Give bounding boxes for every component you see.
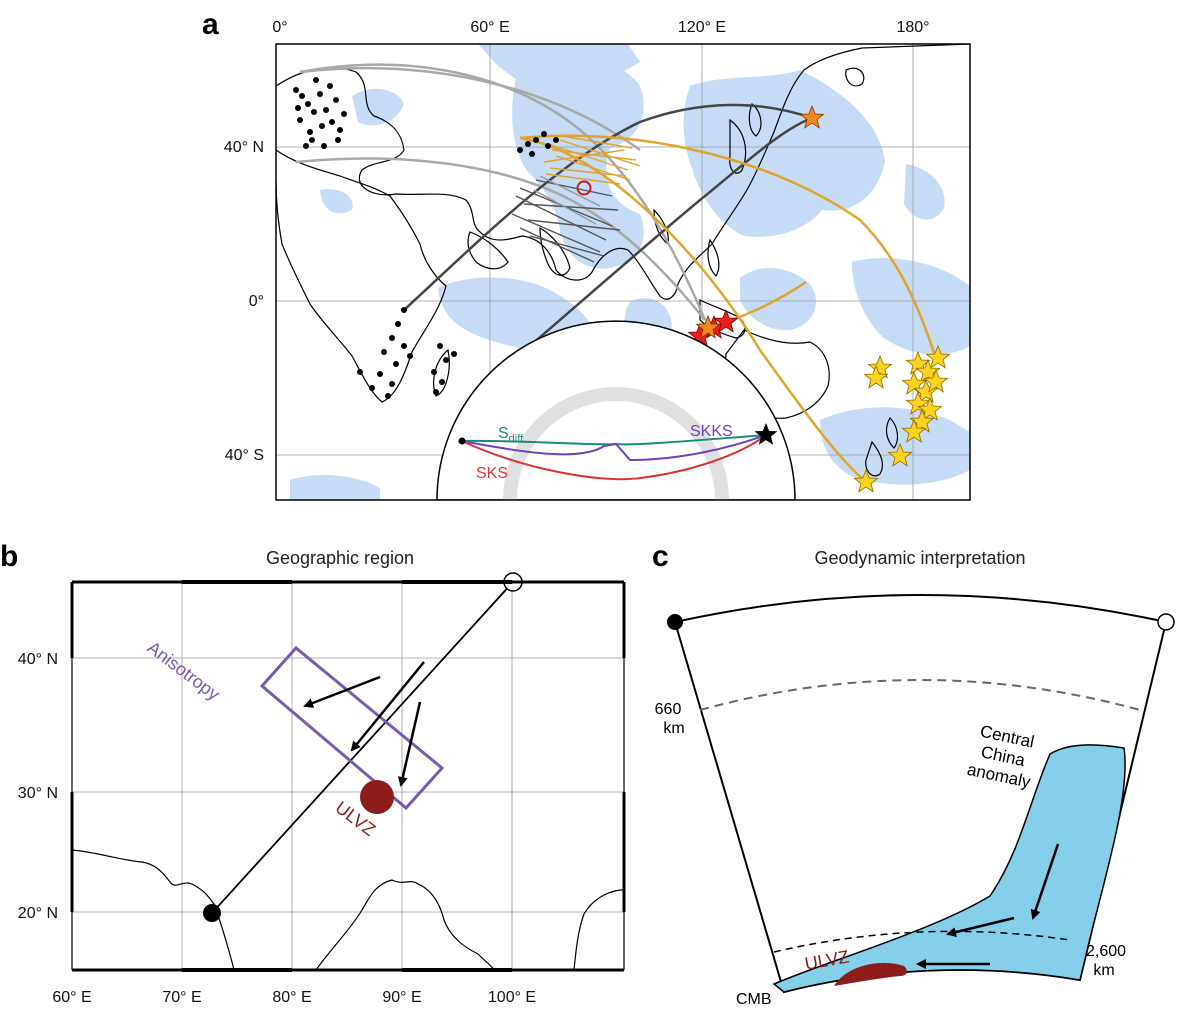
660km-boundary: [699, 679, 1141, 711]
c-endpoint-filled: [667, 614, 683, 630]
lightgray-split-bars: [533, 175, 601, 225]
gray-raypaths: [295, 63, 707, 321]
ulvz-blob: [834, 962, 907, 986]
panel-b-label: b: [0, 540, 18, 573]
c-endpoint-open: [1157, 613, 1175, 631]
depth-660-value: 660: [655, 701, 682, 718]
raypath-inset: Sdiff SKKS SKS: [436, 320, 796, 500]
ulvz-disk: [360, 780, 394, 814]
b-lon-100e: 100° E: [488, 989, 536, 1006]
panel-b-title: Geographic region: [266, 548, 414, 568]
b-lon-60e: 60° E: [52, 989, 91, 1006]
endpoint-filled: [203, 904, 221, 922]
depth-2600-value: 2,600: [1086, 943, 1126, 960]
panel-c-title: Geodynamic interpretation: [814, 548, 1025, 568]
raypath-projection: [211, 582, 514, 914]
b-lon-70e: 70° E: [162, 989, 201, 1006]
depth-660-unit: km: [663, 720, 684, 737]
skks-path: [461, 434, 767, 462]
b-lon-90e: 90° E: [382, 989, 421, 1006]
panel-c-label: c: [652, 540, 669, 573]
panel-a-lat-ticks: 40° N 0° 40° S: [224, 139, 264, 464]
dark-raypaths: [403, 103, 813, 373]
panel-c: c Geodynamic interpretation 660 km 2,600…: [652, 540, 1175, 1008]
panel-a-label: a: [202, 8, 219, 41]
panel-c-flow-arrows: [916, 843, 1060, 969]
lat-tick-40s: 40° S: [225, 447, 264, 464]
panel-b-lat-ticks: 40° N 30° N 20° N: [18, 651, 58, 922]
lon-tick-0: 0°: [272, 19, 287, 36]
lon-tick-180: 180°: [896, 19, 929, 36]
ulvz-location-marker: [576, 180, 592, 196]
panel-a-lon-ticks: 0° 60° E 120° E 180°: [272, 19, 929, 36]
2600km-boundary: [773, 930, 1071, 953]
sks-path: [461, 434, 767, 481]
sks-label: SKS: [476, 465, 508, 482]
lon-tick-60e: 60° E: [470, 19, 509, 36]
depth-2600-unit: km: [1093, 962, 1114, 979]
panel-b-grid: [72, 582, 624, 970]
world-map: Sdiff SKKS SKS: [276, 44, 970, 500]
lon-tick-120e: 120° E: [678, 19, 726, 36]
panel-b-lon-ticks: 60° E 70° E 80° E 90° E 100° E: [52, 989, 536, 1006]
b-lat-30n: 30° N: [18, 785, 58, 802]
flow-arrows: [303, 661, 425, 787]
b-lon-80e: 80° E: [272, 989, 311, 1006]
skks-label: SKKS: [690, 423, 733, 440]
panel-b: b Geographic region: [0, 540, 626, 1006]
lat-tick-0: 0°: [249, 293, 264, 310]
sdiff-label: Sdiff: [498, 425, 524, 445]
station-dots: [293, 77, 559, 399]
gold-split-bars: [543, 135, 641, 185]
gray-split-bars: [511, 179, 621, 263]
lat-tick-40n: 40° N: [224, 139, 264, 156]
b-lat-20n: 20° N: [18, 905, 58, 922]
panel-a-frame: [275, 43, 971, 501]
panel-a: a 0° 60° E 120° E 180° 40° N 0° 40° S: [202, 8, 971, 501]
b-lat-40n: 40° N: [18, 651, 58, 668]
inset-station-dot: [458, 437, 466, 445]
anisotropy-box: [259, 645, 445, 811]
cmb-label: CMB: [736, 991, 772, 1008]
